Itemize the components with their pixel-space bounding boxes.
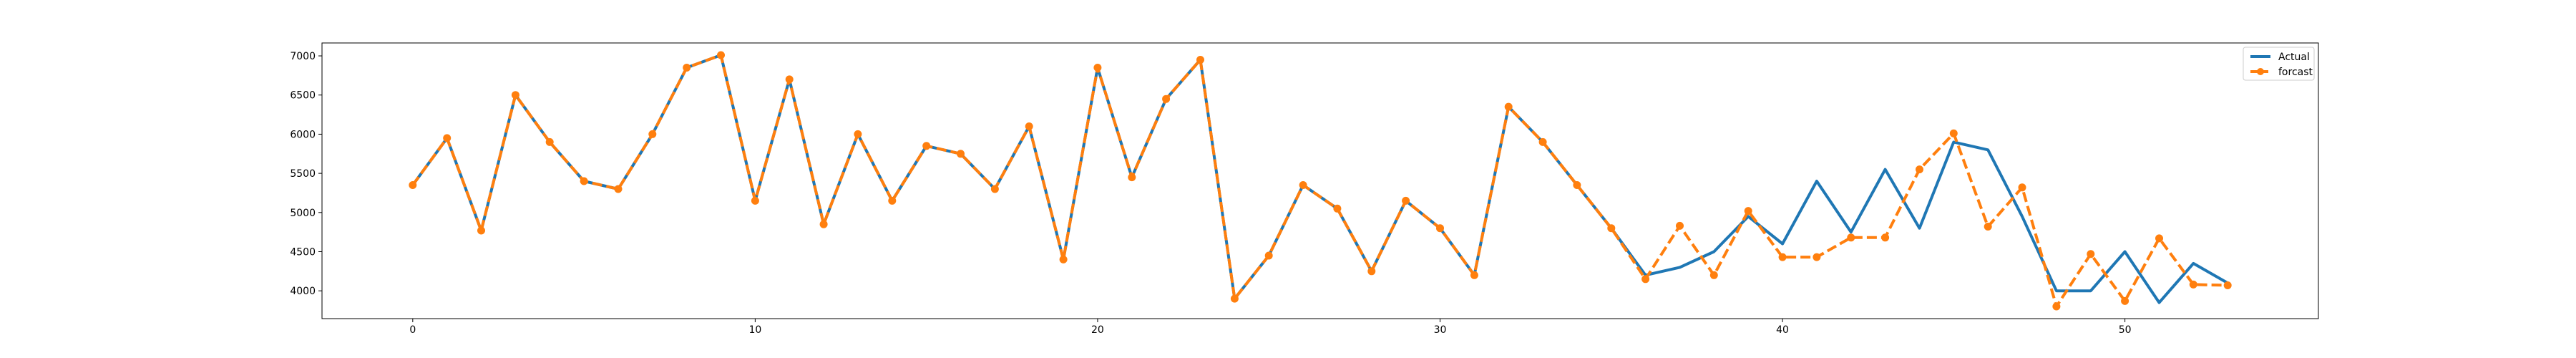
- x-tick-label: 50: [2119, 324, 2132, 336]
- data-point-forcast: [1813, 253, 1821, 261]
- data-point-forcast: [1641, 275, 1650, 284]
- data-point-forcast: [1538, 137, 1547, 146]
- data-point-forcast: [819, 220, 828, 228]
- x-tick-label: 30: [1434, 324, 1447, 336]
- data-point-forcast: [990, 185, 999, 193]
- data-point-forcast: [1333, 204, 1342, 213]
- x-tick-label: 40: [1776, 324, 1789, 336]
- data-point-forcast: [1470, 271, 1478, 279]
- data-point-forcast: [1025, 122, 1033, 130]
- y-tick-label: 5000: [290, 208, 316, 219]
- y-tick-label: 7000: [290, 51, 316, 62]
- data-point-forcast: [1949, 129, 1958, 137]
- data-point-forcast: [1402, 196, 1410, 205]
- data-point-forcast: [1093, 64, 1102, 72]
- data-point-forcast: [1367, 267, 1376, 276]
- data-point-forcast: [2087, 250, 2095, 258]
- data-point-forcast: [1059, 255, 1068, 263]
- legend-forcast-label: forcast: [2278, 67, 2313, 78]
- data-point-forcast: [1230, 294, 1239, 303]
- data-point-forcast: [1744, 207, 1752, 216]
- data-point-forcast: [614, 185, 623, 193]
- data-point-forcast: [1128, 173, 1136, 182]
- data-point-forcast: [648, 130, 657, 138]
- data-point-forcast: [2189, 280, 2197, 289]
- data-point-forcast: [1847, 233, 1855, 242]
- data-point-forcast: [580, 177, 588, 185]
- data-point-forcast: [922, 142, 931, 150]
- legend: Actual forcast: [2243, 47, 2315, 81]
- axes-ticks: 0 10 20 30 40 50 4000 4500 5000 5500 6000 6500 7000: [290, 51, 2131, 336]
- y-tick-label: 4500: [290, 246, 316, 258]
- data-point-forcast: [751, 196, 759, 205]
- data-point-forcast: [2223, 281, 2232, 289]
- y-tick-label: 5500: [290, 168, 316, 180]
- data-point-forcast: [2155, 234, 2163, 243]
- axes-frame: [321, 42, 2319, 319]
- data-point-forcast: [1196, 56, 1204, 64]
- data-point-forcast: [2018, 183, 2026, 192]
- y-tick-label: 6500: [290, 90, 316, 102]
- data-point-forcast: [1299, 181, 1307, 189]
- data-point-forcast: [785, 75, 794, 84]
- data-point-forcast: [683, 64, 691, 72]
- legend-actual-label: Actual: [2278, 52, 2310, 63]
- data-point-forcast: [1778, 253, 1787, 261]
- x-tick-label: 20: [1091, 324, 1104, 336]
- data-point-forcast: [854, 130, 862, 138]
- series-line-forcast: [411, 54, 2228, 308]
- data-point-forcast: [545, 137, 554, 146]
- data-point-forcast: [409, 181, 417, 189]
- data-point-forcast: [1573, 181, 1581, 189]
- data-point-forcast: [957, 150, 965, 158]
- data-point-forcast: [511, 91, 519, 100]
- y-tick-label: 4000: [290, 286, 316, 297]
- legend-forcast-marker: [2257, 68, 2264, 75]
- data-point-forcast: [1607, 224, 1616, 233]
- data-point-forcast: [477, 226, 485, 235]
- data-point-forcast: [1162, 95, 1171, 103]
- data-point-forcast: [888, 196, 897, 205]
- data-point-forcast: [1676, 221, 1684, 230]
- data-point-forcast: [443, 134, 452, 142]
- data-point-forcast: [1436, 224, 1444, 233]
- data-point-forcast: [1984, 223, 1992, 231]
- data-point-forcast: [1504, 102, 1513, 111]
- x-tick-label: 0: [409, 324, 416, 336]
- data-point-forcast: [1709, 271, 1718, 279]
- data-point-forcast: [717, 51, 725, 59]
- data-point-forcast: [1916, 165, 1923, 174]
- y-tick-label: 6000: [290, 129, 316, 140]
- data-point-forcast: [2121, 296, 2129, 305]
- x-tick-label: 10: [748, 324, 761, 336]
- plot-area: [409, 51, 2232, 311]
- data-point-forcast: [2052, 302, 2061, 311]
- data-point-forcast: [1881, 233, 1890, 242]
- data-point-forcast: [1264, 251, 1273, 260]
